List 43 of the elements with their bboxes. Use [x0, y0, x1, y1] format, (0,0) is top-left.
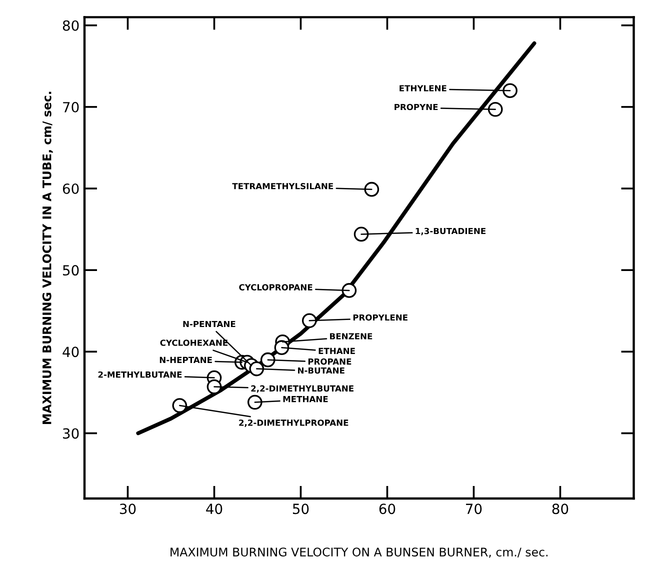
annotation: TETRAMETHYLSILANE	[232, 182, 333, 190]
annotation: N-PENTANE	[183, 320, 236, 328]
annotation: ETHYLENE	[400, 85, 446, 92]
point	[172, 398, 188, 413]
point	[249, 361, 264, 376]
annotation: N-BUTANE	[298, 367, 344, 374]
annotation: 2-METHYLBUTANE	[98, 371, 182, 378]
annotation: PROPYLENE	[353, 314, 408, 321]
x-tick-label: 60	[379, 504, 396, 514]
annotation: BENZENE	[330, 333, 372, 340]
point	[247, 394, 262, 410]
annotation: N-HEPTANE	[160, 356, 212, 363]
annotation: ETHANE	[318, 348, 355, 354]
point	[274, 340, 290, 356]
annotation: 1,3-BUTADIENE	[416, 228, 486, 236]
point	[260, 352, 276, 368]
y-tick-label: 30	[63, 428, 79, 439]
point	[502, 83, 518, 98]
x-tick-label: 50	[292, 504, 309, 514]
point	[354, 226, 369, 242]
point	[302, 313, 317, 328]
y-tick-label: 40	[62, 346, 79, 358]
x-axis-title: MAXIMUM BURNING VELOCITY ON A BUNSEN BURNER, cm./ sec.	[170, 548, 548, 558]
y-tick-label: 50	[63, 265, 79, 276]
annotation: 2,2-DIMETHYLPROPANE	[239, 420, 348, 427]
x-tick-label: 70	[466, 504, 482, 514]
point	[488, 102, 503, 117]
annotation: CYCLOHEXANE	[160, 340, 228, 346]
annotation: METHANE	[283, 396, 328, 402]
point	[342, 283, 357, 298]
x-tick-label: 80	[552, 504, 568, 514]
annotation: PROPYNE	[394, 104, 438, 110]
y-axis-title: MAXIMUM BURNING VELOCITY IN A TUBE, cm/ sec.	[42, 92, 53, 424]
x-tick-label: 40	[206, 504, 222, 514]
x-tick-label: 30	[120, 504, 136, 514]
annotation: 2,2-DIMETHYLBUTANE	[251, 385, 354, 393]
point	[364, 182, 380, 197]
annotation: CYCLOPROPANE	[239, 284, 312, 290]
y-tick-label: 70	[63, 102, 79, 112]
annotation: PROPANE	[308, 358, 352, 365]
y-tick-label: 60	[62, 183, 79, 194]
y-tick-label: 80	[62, 20, 79, 31]
point	[206, 379, 222, 394]
